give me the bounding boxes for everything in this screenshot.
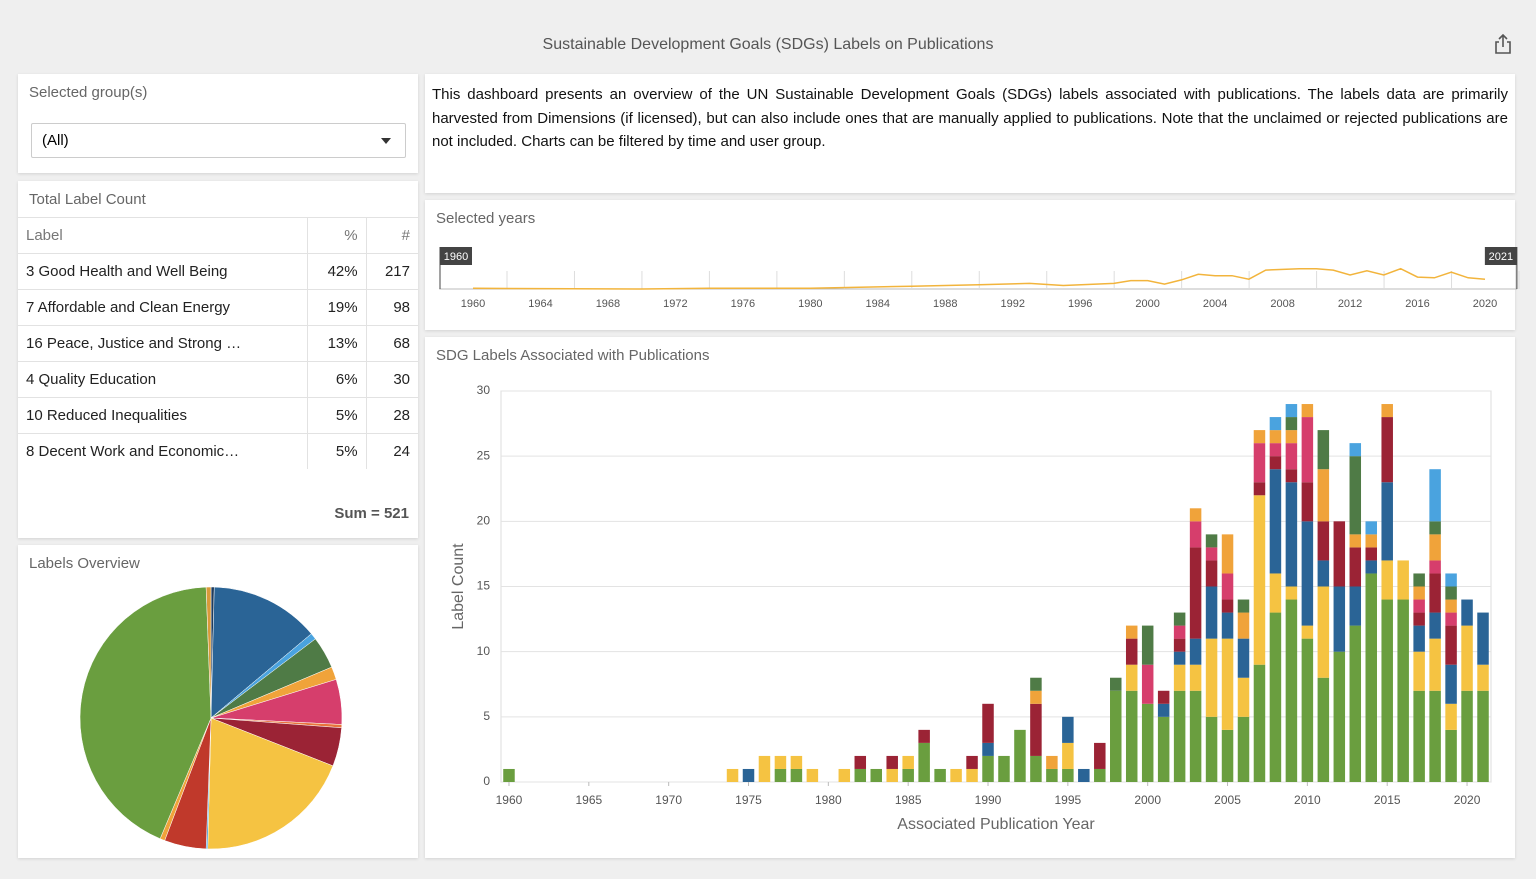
table-scroll[interactable]: Label% #3 Good Health and Well Being 42% 21… [18, 181, 418, 486]
share-icon[interactable] [1493, 34, 1513, 54]
table-cell: 24 [365, 433, 418, 469]
table-row[interactable]: 16 Peace, Justice and Strong … 13% 68 [18, 325, 418, 362]
table-cell: 42% [306, 253, 367, 290]
dropdown-value: (All) [42, 132, 69, 149]
table-cell: 7 Affordable and Clean Energy [18, 289, 308, 326]
table-row[interactable]: 4 Quality Education 6% 30 [18, 361, 418, 398]
panel-title: Labels Overview [29, 555, 140, 572]
bar-panel: SDG Labels Associated with Publications [425, 337, 1515, 858]
table-cell: 6% [306, 361, 367, 398]
label-table: Label% #3 Good Health and Well Being 42% 21… [18, 217, 418, 469]
panel-title: Total Label Count [29, 191, 146, 208]
table-cell: 28 [365, 397, 418, 434]
table-cell: 217 [365, 253, 418, 290]
panel-title: Selected years [436, 210, 536, 227]
table-sum: Sum = 521 [334, 505, 409, 522]
table-row[interactable]: 8 Decent Work and Economic… 5% 24 [18, 433, 418, 469]
timeline-panel: Selected years [425, 200, 1515, 330]
table-cell: 16 Peace, Justice and Strong … [18, 325, 308, 362]
panel-title: Selected group(s) [29, 84, 148, 101]
column-header: # [365, 217, 418, 254]
table-cell: 68 [365, 325, 418, 362]
pie-panel: Labels Overview [18, 545, 418, 858]
table-row[interactable]: 10 Reduced Inequalities 5% 28 [18, 397, 418, 434]
table-row[interactable]: 3 Good Health and Well Being 42% 217 [18, 253, 418, 290]
table-cell: 98 [365, 289, 418, 326]
table-cell: 30 [365, 361, 418, 398]
header-title: Sustainable Development Goals (SDGs) Lab… [542, 36, 994, 53]
panel-title: SDG Labels Associated with Publications [436, 347, 710, 364]
table-cell: 8 Decent Work and Economic… [18, 433, 308, 469]
description-text: This dashboard presents an overview of t… [432, 86, 1508, 150]
table-cell: 13% [306, 325, 367, 362]
table-cell: 3 Good Health and Well Being [18, 253, 308, 290]
description-panel: This dashboard presents an overview of t… [425, 74, 1515, 193]
column-header: % [306, 217, 367, 254]
label-table-panel: Total Label Count Label% #3 Good Health a… [18, 181, 418, 538]
table-row[interactable]: 7 Affordable and Clean Energy 19% 98 [18, 289, 418, 326]
group-dropdown[interactable]: (All) [31, 123, 406, 158]
table-cell: 19% [306, 289, 367, 326]
table-cell: 5% [306, 397, 367, 434]
group-filter-panel: Selected group(s) (All) [18, 74, 418, 173]
dropdown-arrow [381, 138, 391, 149]
table-cell: 5% [306, 433, 367, 469]
table-cell: 10 Reduced Inequalities [18, 397, 308, 434]
column-header: Label [18, 217, 308, 254]
table-cell: 4 Quality Education [18, 361, 308, 398]
